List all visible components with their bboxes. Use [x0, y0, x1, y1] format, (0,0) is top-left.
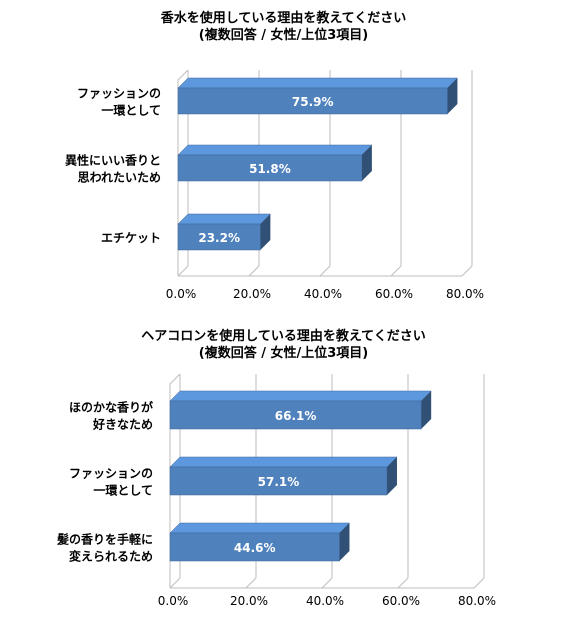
chart-title: ヘアコロンを使用している理由を教えてください — [141, 329, 426, 344]
hair-cologne-reasons-chart: ヘアコロンを使用している理由を教えてください (複数回答 / 女性/上位3項目)… — [0, 318, 567, 628]
tick-label: 0.0% — [166, 287, 197, 301]
chart-subtitle: (複数回答 / 女性/上位3項目) — [198, 346, 369, 361]
tick-label: 20.0% — [230, 594, 268, 608]
bar-top — [169, 456, 398, 468]
bar-side — [386, 457, 397, 495]
data-label: 57.1% — [258, 475, 300, 489]
bar-top — [177, 213, 271, 225]
bar-top — [169, 390, 432, 402]
data-label: 44.6% — [234, 541, 276, 555]
category-label: 変えられるため — [69, 549, 153, 564]
floor-gridline — [390, 265, 402, 277]
category-label: ファッションの — [77, 87, 161, 101]
bar — [169, 466, 388, 496]
category-label: 一環として — [93, 484, 153, 498]
bar-side — [447, 78, 458, 114]
bar-top — [177, 77, 459, 89]
bar-top — [177, 144, 373, 156]
category-label: 異性にいい香りと — [65, 153, 161, 168]
data-label: 23.2% — [198, 231, 240, 245]
tick-label: 60.0% — [375, 287, 413, 301]
axis-wall — [177, 69, 189, 81]
tick-label: 20.0% — [233, 287, 271, 301]
data-label: 51.8% — [249, 162, 291, 176]
chart-title: 香水を使用している理由を教えてください — [160, 11, 407, 26]
category-label: エチケット — [101, 231, 161, 245]
category-label: 一環として — [101, 104, 161, 118]
category-label: ファッションの — [69, 467, 153, 481]
chart-subtitle: (複数回答 / 女性/上位3項目) — [198, 28, 369, 43]
bar — [177, 223, 261, 251]
floor-gridline — [319, 265, 331, 277]
bar — [169, 400, 422, 430]
bar-side — [421, 391, 432, 429]
category-label: ほのかな香りが — [69, 400, 153, 415]
floor-gridline — [397, 577, 409, 589]
bar-side — [339, 523, 350, 561]
category-label: 髪の香りを手軽に — [56, 532, 153, 547]
tick-label: 60.0% — [382, 594, 420, 608]
category-label: 好きなため — [92, 417, 153, 432]
chart-title-block: ヘアコロンを使用している理由を教えてください (複数回答 / 女性/上位3項目) — [0, 328, 567, 362]
floor-gridline — [245, 577, 257, 589]
floor-gridline — [321, 577, 333, 589]
bar — [169, 532, 340, 562]
tick-label: 0.0% — [158, 594, 189, 608]
tick-label: 80.0% — [446, 287, 484, 301]
tick-label: 40.0% — [304, 287, 342, 301]
bar-side — [361, 145, 372, 181]
floor-gridline — [473, 577, 485, 589]
tick-label: 40.0% — [306, 594, 344, 608]
tick-label: 80.0% — [458, 594, 496, 608]
chart-title-block: 香水を使用している理由を教えてください (複数回答 / 女性/上位3項目) — [0, 10, 567, 44]
floor-gridline — [248, 265, 260, 277]
floor-gridline — [169, 577, 181, 589]
bar — [177, 87, 448, 115]
bar-top — [169, 522, 351, 534]
perfume-reasons-chart: 香水を使用している理由を教えてください (複数回答 / 女性/上位3項目) 75… — [0, 0, 567, 310]
bar — [177, 154, 363, 182]
floor-gridline — [461, 265, 473, 277]
data-label: 75.9% — [292, 95, 334, 109]
floor-gridline — [177, 265, 189, 277]
axis-wall — [169, 373, 181, 385]
bar-side — [260, 214, 271, 250]
data-label: 66.1% — [275, 409, 317, 423]
category-label: 思われたいため — [78, 171, 161, 185]
